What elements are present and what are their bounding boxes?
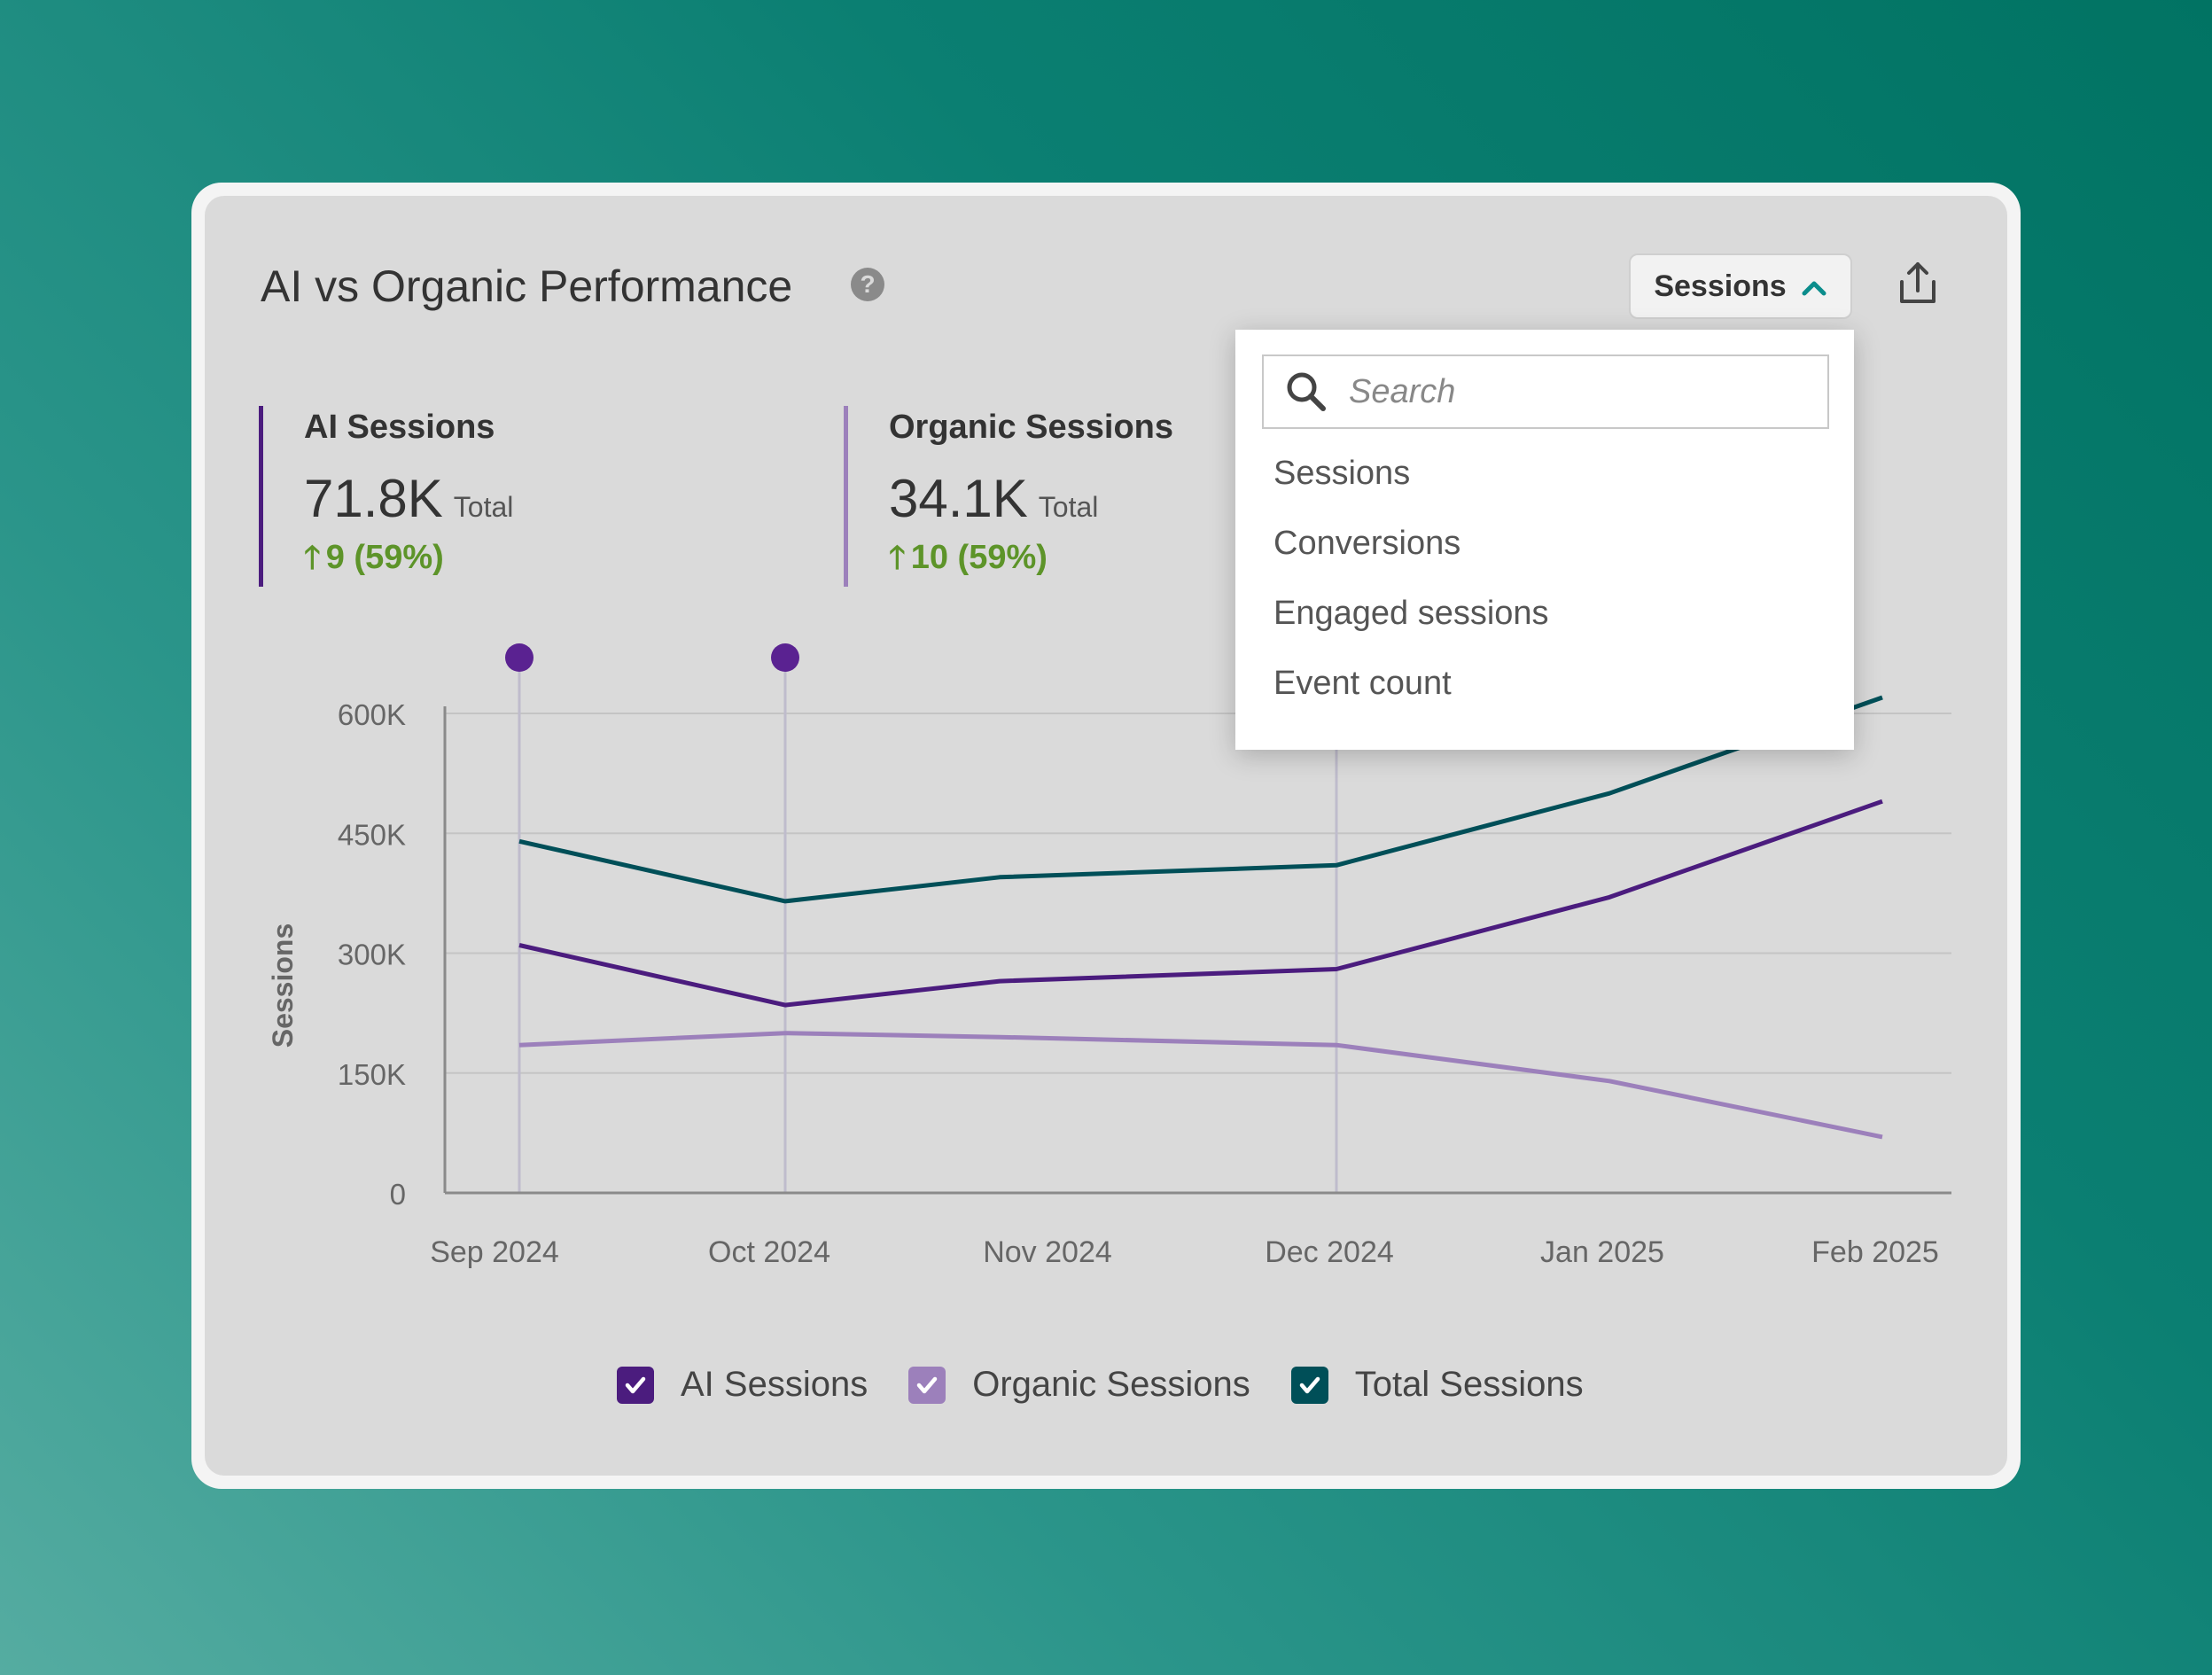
legend-item-organic-sessions[interactable]: Organic Sessions	[908, 1365, 1250, 1405]
legend-item-total-sessions[interactable]: Total Sessions	[1290, 1365, 1584, 1405]
legend-checkbox[interactable]	[617, 1366, 654, 1404]
arrow-up-icon: 🡑	[889, 539, 906, 575]
card-title: AI vs Organic Performance	[261, 261, 793, 311]
legend-checkbox[interactable]	[1290, 1366, 1328, 1404]
search-box[interactable]	[1262, 354, 1829, 429]
metric-label: AI Sessions	[304, 409, 495, 446]
checkmark-icon	[625, 1376, 646, 1393]
option-event-count[interactable]: Event count	[1273, 665, 1452, 702]
legend-label: AI Sessions	[681, 1365, 868, 1404]
metric-selector-dropdown[interactable]: Sessions	[1629, 253, 1852, 319]
share-export-icon[interactable]	[1893, 259, 1943, 308]
arrow-up-icon: 🡑	[304, 539, 321, 575]
option-conversions[interactable]: Conversions	[1273, 525, 1461, 562]
chevron-up-icon	[1802, 281, 1826, 296]
option-sessions[interactable]: Sessions	[1273, 455, 1411, 492]
search-icon	[1287, 372, 1326, 411]
metric-dropdown-menu: Sessions Conversions Engaged sessions Ev…	[1235, 330, 1854, 750]
option-engaged-sessions[interactable]: Engaged sessions	[1273, 595, 1549, 632]
metric-selector-label: Sessions	[1654, 269, 1787, 303]
chart-legend: AI Sessions Organic Sessions Total Sessi…	[617, 1365, 1624, 1405]
checkmark-icon	[1299, 1376, 1320, 1393]
search-input[interactable]	[1349, 372, 1810, 411]
legend-label: Organic Sessions	[972, 1365, 1250, 1404]
checkmark-icon	[916, 1376, 938, 1393]
legend-item-ai-sessions[interactable]: AI Sessions	[617, 1365, 868, 1405]
metric-suffix: Total	[1038, 491, 1099, 523]
metric-suffix: Total	[453, 491, 514, 523]
help-circle-icon[interactable]: ?	[851, 268, 884, 301]
legend-label: Total Sessions	[1354, 1365, 1584, 1404]
metric-ai-sessions: AI Sessions 71.8K Total 🡑 9 (59%)	[259, 406, 513, 587]
metric-value: 34.1K	[889, 469, 1028, 528]
metric-organic-sessions: Organic Sessions 34.1K Total 🡑 10 (59%)	[844, 406, 1173, 587]
metric-change: 9 (59%)	[325, 539, 444, 576]
metric-label: Organic Sessions	[889, 409, 1174, 446]
metric-value: 71.8K	[304, 469, 443, 528]
legend-checkbox[interactable]	[908, 1366, 946, 1404]
metric-change: 10 (59%)	[910, 539, 1048, 576]
dropdown-options: Sessions Conversions Engaged sessions Ev…	[1235, 441, 1854, 721]
